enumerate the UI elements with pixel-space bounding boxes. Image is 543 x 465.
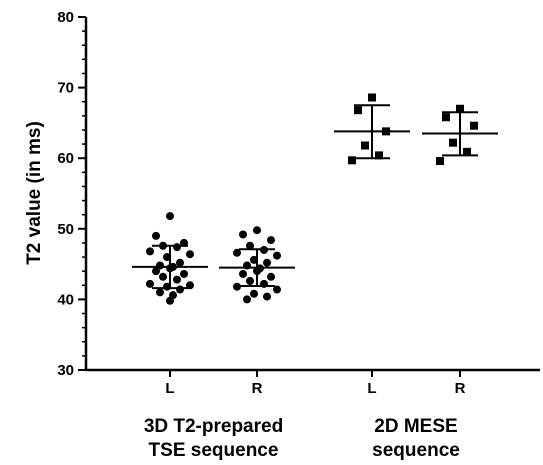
data-point-1-18 [250,289,258,298]
data-point-0-6 [186,250,194,259]
data-point-1-2 [267,236,275,245]
data-point-1-6 [273,251,281,260]
data-point-0-5 [146,247,154,256]
data-point-1-0 [253,226,261,235]
data-point-1-3 [246,241,254,250]
data-point-1-4 [260,245,268,254]
y-tick-label-50: 50 [57,221,74,238]
data-point-0-13 [180,269,188,278]
x-category-label-2: L [367,380,376,397]
y-tick-label-40: 40 [57,291,74,308]
group-label-1-line-1: sequence [372,440,460,461]
data-point-3-1 [442,113,450,122]
data-point-0-7 [163,253,171,262]
data-point-3-3 [449,138,457,147]
data-point-2-1 [354,106,362,115]
data-point-3-5 [436,157,444,166]
group-label-0-line-0: 3D T2-prepared [144,416,283,437]
data-point-3-4 [463,147,471,156]
data-point-0-12 [152,267,160,276]
data-point-0-8 [176,258,184,267]
data-point-0-17 [186,281,194,290]
data-point-1-13 [267,272,275,281]
data-point-0-4 [173,243,181,252]
data-point-0-3 [159,241,167,250]
y-tick-label-60: 60 [57,150,74,167]
data-point-0-19 [176,285,184,294]
data-point-1-16 [233,282,241,291]
data-point-2-0 [368,93,376,102]
y-axis-title: T2 value (in ms) [24,121,45,265]
data-point-1-11 [253,267,261,276]
data-point-0-16 [146,279,154,288]
group-label-0-line-1: TSE sequence [149,440,279,461]
group-label-1-line-0: 2D MESE [374,416,457,437]
y-tick-label-80: 80 [57,9,74,26]
data-point-3-2 [470,121,478,130]
x-category-label-3: R [455,380,466,397]
x-category-label-0: L [165,380,174,397]
data-point-1-17 [273,285,281,294]
data-point-1-15 [260,279,268,288]
data-point-0-11 [166,264,174,273]
data-point-1-12 [239,269,247,278]
x-category-label-1: R [252,380,263,397]
data-point-1-1 [239,230,247,239]
y-tick-label-70: 70 [57,80,74,97]
data-point-2-4 [375,151,383,160]
data-point-1-20 [243,295,251,304]
data-point-0-18 [163,282,171,291]
data-point-2-3 [361,141,369,150]
data-point-0-1 [152,231,160,240]
data-point-0-20 [156,288,164,297]
data-point-0-14 [159,272,167,281]
plot-area: 30 40 50 60 70 80 L R L R 3D T2-prepared TSE sequen… [57,9,540,461]
data-point-0-0 [166,212,174,221]
data-point-1-7 [250,255,258,264]
data-point-1-5 [233,248,241,257]
data-point-0-15 [173,275,181,284]
data-point-3-0 [456,104,464,113]
data-point-0-2 [180,238,188,247]
data-point-1-19 [263,292,271,301]
y-tick-label-30: 30 [57,362,74,379]
data-point-1-8 [263,258,271,267]
data-point-2-5 [348,156,356,165]
data-point-1-14 [246,277,254,286]
data-point-0-22 [166,296,174,305]
